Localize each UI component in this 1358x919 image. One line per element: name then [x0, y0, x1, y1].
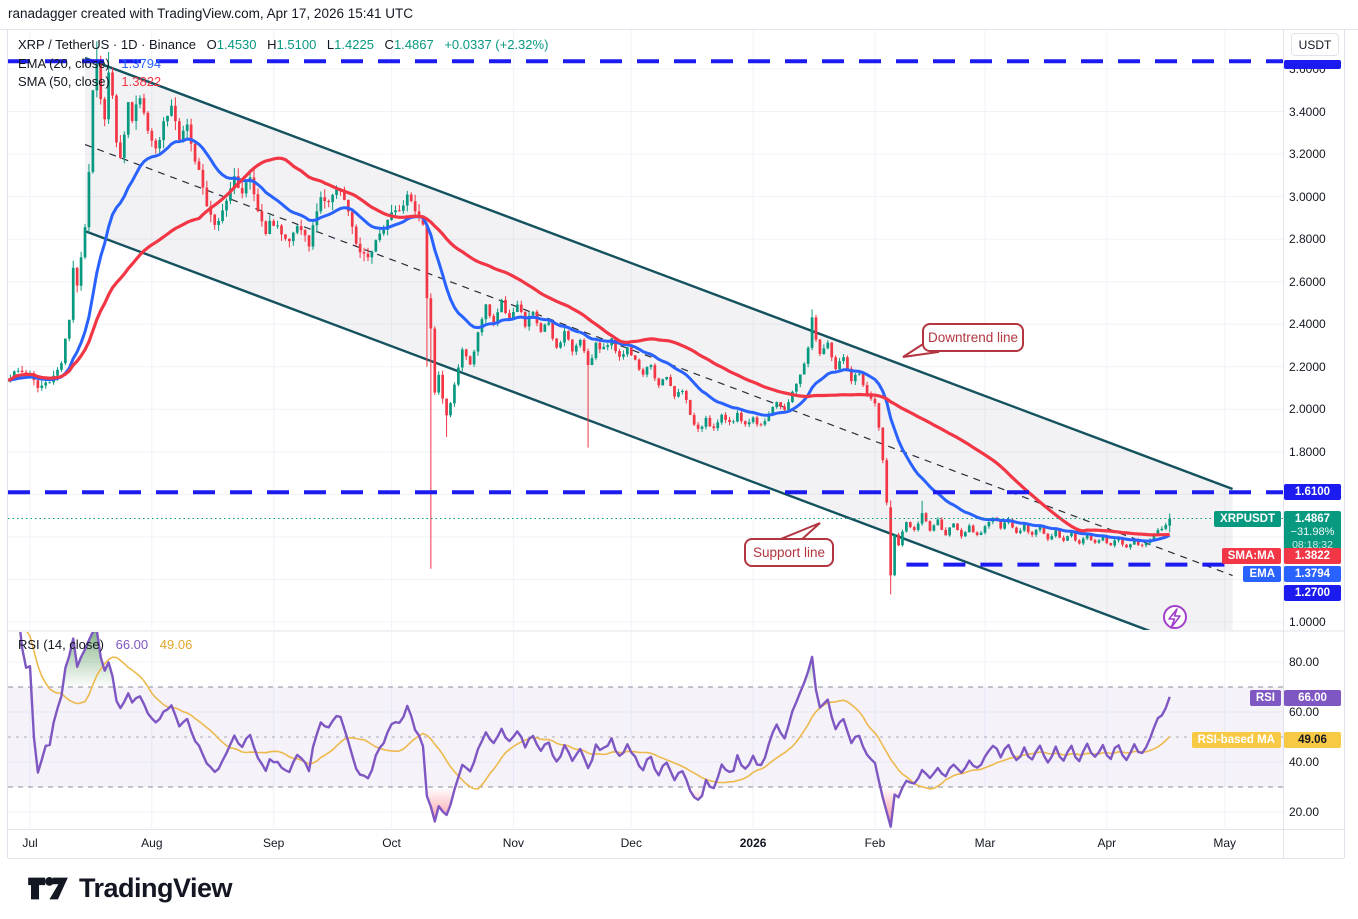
time-tick: Jul	[22, 836, 38, 850]
time-tick: Mar	[974, 836, 996, 850]
time-tick: Oct	[382, 836, 401, 850]
high-label: H	[267, 37, 277, 52]
rsi-ma-line[interactable]	[10, 612, 1171, 790]
rsi-value: 66.00	[115, 637, 149, 652]
high-value: 1.5100	[276, 37, 317, 52]
level-lines[interactable]	[8, 59, 1283, 567]
price-tick: 3.2000	[1289, 147, 1326, 162]
price-tick: 2.6000	[1289, 274, 1326, 289]
price-tick: 1.8000	[1289, 444, 1326, 459]
sma-price-label[interactable]: 1.3822	[1284, 548, 1341, 564]
time-tick: Nov	[502, 836, 525, 850]
close-label: C	[384, 37, 394, 52]
time-tick: Dec	[620, 836, 642, 850]
last-price-label[interactable]: 1.4867 −31.98% 08:18:32	[1284, 511, 1341, 554]
rsi-value-label[interactable]: 66.00	[1284, 690, 1341, 706]
rsi-ma-tag[interactable]: RSI-based MA	[1191, 732, 1281, 748]
rsi-tick: 80.00	[1289, 655, 1320, 669]
ema-price-label[interactable]: 1.3794	[1284, 566, 1341, 582]
change-value: +0.0337 (+2.32%)	[444, 37, 549, 52]
sma-tag[interactable]: SMA:MA	[1221, 548, 1281, 564]
open-value: 1.4530	[216, 37, 257, 52]
ema-label: EMA (20, close)	[18, 55, 110, 71]
upper-resistance-price-label[interactable]	[1284, 60, 1341, 69]
rsi-tag[interactable]: RSI	[1249, 690, 1281, 706]
last-price-change-pct: −31.98%	[1290, 526, 1335, 538]
sma-line[interactable]	[6, 156, 1170, 537]
time-tick: Feb	[864, 836, 886, 850]
sma-value: 1.3822	[121, 74, 162, 89]
rsi-ma-value: 49.06	[159, 637, 193, 652]
price-tick: 2.4000	[1289, 317, 1326, 332]
time-tick: Apr	[1097, 836, 1117, 850]
support-price-label[interactable]: 1.2700	[1284, 585, 1341, 601]
rsi-legend[interactable]: RSI (14, close) 66.00 49.06	[18, 637, 192, 652]
ema-legend-row[interactable]: EMA (20, close) 1.3794	[18, 55, 548, 74]
rsi-tick: 60.00	[1289, 705, 1320, 719]
last-price-value: 1.4867	[1294, 513, 1331, 525]
symbol-legend-row: XRP / TetherUS · 1D · Binance O1.4530 H1…	[18, 36, 548, 55]
rsi-ma-value-label[interactable]: 49.06	[1284, 732, 1341, 748]
price-tick: 3.4000	[1289, 104, 1326, 119]
rsi-label: RSI (14, close)	[18, 637, 104, 652]
ema-value: 1.3794	[121, 55, 162, 71]
sma-legend-row[interactable]: SMA (50, close) 1.3822	[18, 73, 548, 92]
low-label: L	[326, 37, 335, 52]
symbol-title[interactable]: XRP / TetherUS · 1D · Binance	[18, 37, 196, 52]
attribution-text: ranadagger created with TradingView.com,…	[8, 6, 413, 21]
ema-tag[interactable]: EMA	[1243, 566, 1281, 582]
currency-toggle-button[interactable]: USDT	[1291, 33, 1339, 56]
sma-label: SMA (50, close)	[18, 74, 110, 89]
resistance-price-label[interactable]: 1.6100	[1284, 484, 1341, 500]
downtrend-line-callout[interactable]: Downtrend line	[922, 323, 1024, 352]
symbol-tag[interactable]: XRPUSDT	[1214, 511, 1281, 527]
open-label: O	[206, 37, 217, 52]
gridlines-layer	[8, 30, 1283, 828]
rsi-tick: 40.00	[1289, 755, 1320, 769]
price-tick: 2.8000	[1289, 232, 1326, 247]
price-tick: 2.0000	[1289, 402, 1326, 417]
tradingview-logo-text: TradingView	[79, 872, 233, 903]
support-line-callout[interactable]: Support line	[744, 538, 834, 567]
ema-line[interactable]	[6, 137, 1171, 543]
time-tick: Sep	[262, 836, 285, 850]
low-value: 1.4225	[334, 37, 374, 52]
tradingview-logo[interactable]: TradingView	[26, 871, 233, 905]
price-tick: 1.0000	[1289, 615, 1326, 630]
price-tick: 2.2000	[1289, 359, 1326, 374]
rsi-tick: 20.00	[1289, 805, 1320, 819]
symbol-legend[interactable]: XRP / TetherUS · 1D · Binance O1.4530 H1…	[18, 36, 548, 92]
price-tick: 3.0000	[1289, 189, 1326, 204]
pane-frame	[0, 29, 1358, 859]
rsi-line[interactable]	[10, 612, 1171, 828]
time-tick: Aug	[141, 836, 163, 850]
lightning-badge-icon[interactable]	[1163, 605, 1187, 629]
time-tick: 2026	[739, 836, 767, 850]
rsi-band-layer	[8, 686, 1283, 788]
tradingview-logo-glyph	[28, 877, 68, 900]
close-value: 1.4867	[393, 37, 434, 52]
time-tick: May	[1213, 836, 1237, 850]
